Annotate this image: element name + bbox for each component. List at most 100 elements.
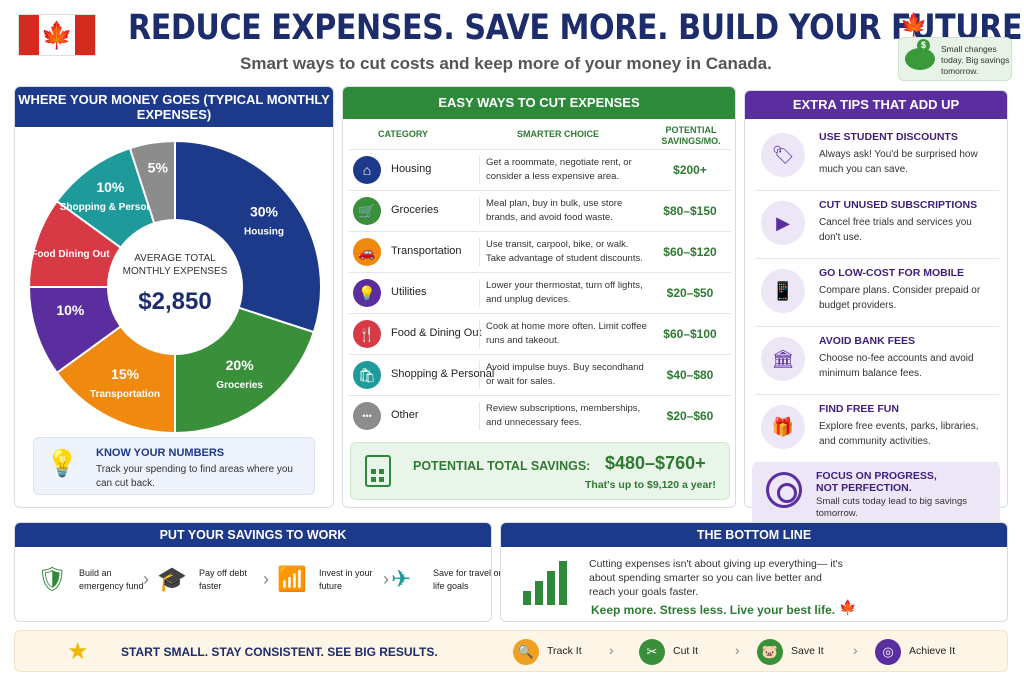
gift-icon: 🎁 bbox=[761, 405, 805, 449]
footer-step-label: Achieve It bbox=[909, 645, 956, 657]
segment-percent: 10% bbox=[56, 302, 85, 318]
total-value: $480–$760+ bbox=[605, 453, 706, 473]
column-header-category: CATEGORY bbox=[377, 129, 428, 139]
segment-percent: 10% bbox=[96, 179, 125, 195]
dollar-coin-icon: $ bbox=[917, 39, 930, 52]
savings-step: 🛡 Build an emergency fund bbox=[37, 563, 147, 603]
tip-text: Cancel free trials and services you don'… bbox=[819, 217, 972, 243]
table-row: 🍴 Food & Dining Out Cook at home more ofte… bbox=[349, 313, 731, 354]
column-header-choice: SMARTER CHOICE bbox=[516, 129, 599, 139]
bulb-icon: 💡 bbox=[353, 279, 381, 307]
scissors-icon: ✂ bbox=[639, 639, 665, 665]
segment-percent: 30% bbox=[250, 203, 279, 219]
segment-label: Housing bbox=[244, 226, 284, 237]
row-choice: Lower your thermostat, turn off lights, … bbox=[479, 279, 649, 307]
row-savings: $20–$50 bbox=[666, 286, 714, 300]
row-choice: Meal plan, buy in bulk, use store brands… bbox=[479, 197, 649, 225]
panel-title: PUT YOUR SAVINGS TO WORK bbox=[15, 523, 491, 547]
row-choice: Use transit, carpool, bike, or walk. Tak… bbox=[479, 238, 649, 266]
row-category: Other bbox=[391, 409, 419, 421]
growth-bars-icon: 📶 bbox=[277, 566, 307, 593]
chevron-right-icon: › bbox=[383, 569, 389, 589]
segment-percent: 20% bbox=[226, 357, 255, 373]
badge-text: Small changes today. Big savings tomorro… bbox=[941, 44, 1010, 76]
table-row: 💡 Utilities Lower your thermostat, turn of… bbox=[349, 272, 731, 313]
row-category: Groceries bbox=[391, 204, 439, 216]
step-label: Invest in your future bbox=[319, 568, 373, 591]
panel-title: THE BOTTOM LINE bbox=[501, 523, 1007, 547]
know-your-numbers-card: 💡 KNOW YOUR NUMBERS Track your spending … bbox=[33, 437, 315, 495]
savings-step: 🎓 Pay off debt faster bbox=[157, 563, 267, 603]
focus-text: Small cuts today lead to big savings tom… bbox=[816, 496, 968, 519]
segment-label: Groceries bbox=[216, 380, 263, 391]
tip-item: 🎁 FIND FREE FUN Explore free events, parks… bbox=[755, 397, 999, 463]
segment-percent: 5% bbox=[148, 159, 169, 175]
tip-item: ▶ CUT UNUSED SUBSCRIPTIONS Cancel free tri… bbox=[755, 193, 999, 259]
piggy-bank-icon bbox=[905, 48, 935, 70]
row-category: Shopping & Personal bbox=[391, 368, 495, 380]
tip-text: Compare plans. Consider prepaid or budge… bbox=[819, 285, 981, 311]
footer-text: START SMALL. STAY CONSISTENT. SEE BIG RE… bbox=[121, 645, 438, 659]
panel-title: EXTRA TIPS THAT ADD UP bbox=[745, 91, 1007, 119]
tip-item: 🏷 USE STUDENT DISCOUNTS Always ask! You'd … bbox=[755, 125, 999, 191]
piggy-bank-icon: 🐷 bbox=[757, 639, 783, 665]
extra-tips-panel: EXTRA TIPS THAT ADD UP 🏷 USE STUDENT DISC… bbox=[744, 90, 1008, 508]
segment-percent: 15% bbox=[111, 366, 140, 382]
bottom-line-text: Cutting expenses isn't about giving up e… bbox=[589, 558, 843, 598]
footer-step: 🔍 Track It bbox=[513, 639, 623, 665]
step-label: Build an emergency fund bbox=[79, 568, 144, 591]
graduation-cap-icon: 🎓 bbox=[157, 566, 187, 593]
tip-title: GO LOW-COST FOR MOBILE bbox=[819, 267, 965, 279]
step-label: Save for travel or life goals bbox=[433, 568, 502, 591]
total-label: POTENTIAL TOTAL SAVINGS: bbox=[413, 459, 591, 473]
tip-title: AVOID BANK FEES bbox=[819, 335, 916, 347]
magnifier-icon: 🔍 bbox=[513, 639, 539, 665]
footer-step: ✂ Cut It bbox=[639, 639, 749, 665]
table-row: ••• Other Review subscriptions, membership… bbox=[349, 395, 731, 436]
table-row: 🛒 Groceries Meal plan, buy in bulk, use st… bbox=[349, 190, 731, 231]
calculator-icon bbox=[365, 455, 391, 487]
row-choice: Cook at home more often. Limit coffee ru… bbox=[479, 320, 649, 348]
bottom-line-panel: THE BOTTOM LINE Cutting expenses isn't a… bbox=[500, 522, 1008, 622]
savings-step: 📶 Invest in your future bbox=[277, 563, 387, 603]
fork-knife-icon: 🍴 bbox=[353, 320, 381, 348]
row-savings: $200+ bbox=[673, 163, 707, 177]
tip-text: Always ask! You'd be surprised how much … bbox=[819, 149, 978, 175]
tip-item: 🏛 AVOID BANK FEES Choose no-fee accounts a… bbox=[755, 329, 999, 395]
cart-icon: 🛒 bbox=[353, 197, 381, 225]
know-title: KNOW YOUR NUMBERS bbox=[96, 447, 225, 459]
row-category: Transportation bbox=[391, 245, 462, 257]
focus-title: FOCUS ON PROGRESS, NOT PERFECTION. bbox=[816, 470, 937, 494]
growth-chart-icon bbox=[523, 559, 567, 605]
total-yearly: That's up to $9,120 a year! bbox=[585, 479, 716, 491]
segment-label: Shopping & Personal bbox=[60, 202, 161, 213]
table-row: 🛍 Shopping & Personal Avoid impulse buys. … bbox=[349, 354, 731, 395]
row-choice: Get a roommate, negotiate rent, or consi… bbox=[479, 156, 649, 184]
row-savings: $80–$150 bbox=[663, 204, 717, 218]
maple-leaf-icon: 🍁 bbox=[900, 12, 928, 37]
table-row: 🚗 Transportation Use transit, carpool, bik… bbox=[349, 231, 731, 272]
bag-icon: 🛍 bbox=[353, 361, 381, 389]
chevron-right-icon: › bbox=[609, 642, 614, 658]
panel-title: WHERE YOUR MONEY GOES (TYPICAL MONTHLY E… bbox=[15, 87, 333, 127]
footer-step: ◎ Achieve It bbox=[875, 639, 985, 665]
canada-flag: 🍁 bbox=[18, 14, 96, 56]
savings-step: ✈ Save for travel or life goals bbox=[391, 563, 502, 603]
tip-text: Choose no-fee accounts and avoid minimum… bbox=[819, 353, 974, 379]
bank-icon: 🏛 bbox=[761, 337, 805, 381]
tip-title: USE STUDENT DISCOUNTS bbox=[819, 131, 958, 143]
headline: REDUCE EXPENSES. SAVE MORE. BUILD YOUR F… bbox=[128, 8, 1024, 48]
total-savings-card: POTENTIAL TOTAL SAVINGS: $480–$760+ That… bbox=[350, 442, 730, 500]
dots-icon: ••• bbox=[353, 402, 381, 430]
segment-label: Food Dining Out bbox=[31, 249, 110, 260]
tag-icon: 🏷 bbox=[761, 133, 805, 177]
row-savings: $40–$80 bbox=[666, 368, 714, 382]
maple-leaf-icon: 🍁 bbox=[39, 15, 75, 55]
know-text: Track your spending to find areas where … bbox=[96, 464, 293, 489]
tip-item: 📱 GO LOW-COST FOR MOBILE Compare plans. Co… bbox=[755, 261, 999, 327]
step-label: Pay off debt faster bbox=[199, 568, 247, 591]
row-category: Utilities bbox=[391, 286, 427, 298]
expense-donut-chart: 30% Housing 20% Groceries 15% Transportation 1… bbox=[27, 139, 322, 435]
footer-step: 🐷 Save It bbox=[757, 639, 867, 665]
row-savings: $60–$120 bbox=[663, 245, 717, 259]
